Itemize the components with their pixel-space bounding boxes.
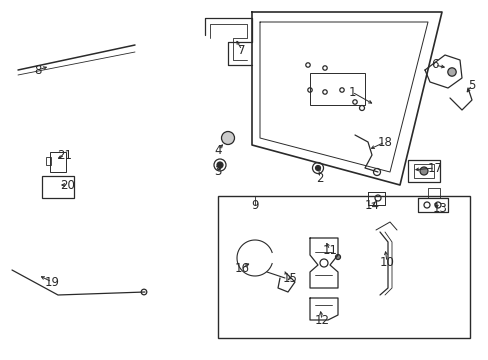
Circle shape bbox=[221, 131, 234, 144]
Text: 4: 4 bbox=[214, 144, 221, 157]
Text: 7: 7 bbox=[238, 44, 245, 57]
Text: 6: 6 bbox=[430, 58, 438, 72]
Circle shape bbox=[315, 166, 320, 171]
Text: 17: 17 bbox=[427, 162, 442, 175]
Text: 11: 11 bbox=[322, 243, 337, 256]
Text: 2: 2 bbox=[316, 171, 323, 185]
Bar bbox=[407, 160, 439, 182]
Circle shape bbox=[447, 68, 455, 76]
Text: 15: 15 bbox=[282, 271, 297, 284]
Text: 19: 19 bbox=[44, 275, 60, 288]
Text: 3: 3 bbox=[214, 165, 221, 177]
Bar bbox=[50, 152, 66, 172]
Circle shape bbox=[217, 162, 223, 168]
Text: 21: 21 bbox=[58, 149, 72, 162]
Text: 9: 9 bbox=[251, 198, 258, 212]
Text: 16: 16 bbox=[234, 261, 249, 275]
Text: 14: 14 bbox=[364, 198, 379, 212]
Circle shape bbox=[335, 255, 340, 260]
Text: 20: 20 bbox=[61, 179, 75, 192]
Bar bbox=[42, 176, 74, 198]
Bar bbox=[309, 73, 364, 105]
Bar bbox=[413, 164, 433, 178]
Bar bbox=[218, 196, 469, 338]
Text: 5: 5 bbox=[468, 78, 475, 91]
Text: 10: 10 bbox=[379, 256, 394, 269]
Circle shape bbox=[419, 167, 427, 175]
Text: 18: 18 bbox=[377, 135, 392, 149]
Bar bbox=[46, 157, 51, 165]
Text: 8: 8 bbox=[34, 63, 41, 77]
Text: 12: 12 bbox=[314, 314, 329, 327]
Text: 1: 1 bbox=[347, 85, 355, 99]
Text: 13: 13 bbox=[432, 202, 447, 215]
